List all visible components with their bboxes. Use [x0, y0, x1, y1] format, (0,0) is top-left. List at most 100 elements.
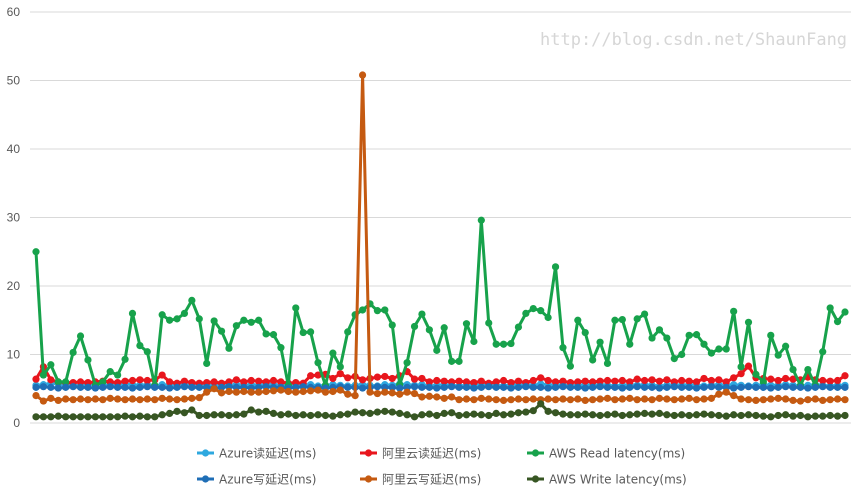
data-point: [544, 313, 552, 322]
data-point: [440, 377, 448, 385]
data-point: [180, 383, 189, 391]
data-point: [611, 383, 619, 391]
data-point: [69, 383, 77, 391]
data-point: [678, 376, 686, 385]
data-point: [730, 411, 738, 419]
data-point: [76, 378, 85, 386]
data-point: [307, 328, 315, 336]
data-point: [722, 412, 730, 420]
data-point: [507, 378, 515, 387]
data-point: [217, 411, 226, 419]
data-point: [685, 411, 693, 420]
data-point: [240, 378, 248, 386]
data-point: [292, 388, 300, 396]
data-point: [737, 370, 745, 378]
data-point: [106, 394, 114, 402]
data-point: [752, 396, 760, 404]
data-point: [247, 406, 255, 414]
data-point: [692, 411, 701, 419]
data-point: [344, 410, 352, 418]
data-point: [841, 411, 849, 420]
data-point: [618, 395, 626, 403]
data-point: [789, 365, 797, 374]
data-point: [722, 388, 730, 396]
data-point: [551, 383, 560, 391]
data-point: [685, 383, 693, 391]
data-point: [151, 383, 159, 391]
data-point: [329, 412, 337, 420]
data-point: [433, 384, 441, 392]
data-point: [448, 383, 456, 391]
data-point: [47, 361, 55, 369]
data-point: [477, 411, 485, 419]
data-point: [329, 349, 337, 357]
data-point: [470, 378, 478, 387]
data-point: [641, 395, 649, 403]
data-point: [173, 396, 181, 404]
data-point: [255, 316, 263, 324]
data-point: [648, 334, 656, 342]
data-point: [707, 383, 716, 391]
data-point: [514, 377, 523, 385]
data-point: [670, 355, 678, 363]
data-point: [485, 395, 493, 403]
data-point: [240, 316, 248, 324]
data-point: [730, 384, 738, 392]
data-point: [410, 375, 419, 383]
data-point: [344, 374, 352, 382]
data-point: [678, 383, 686, 391]
data-point: [262, 407, 270, 415]
data-point: [514, 383, 523, 391]
data-point: [685, 331, 693, 339]
data-point: [336, 370, 344, 378]
data-point: [314, 386, 322, 394]
data-point: [440, 394, 448, 402]
data-point: [388, 321, 396, 329]
data-point: [700, 395, 708, 403]
data-point: [292, 304, 300, 312]
data-point: [277, 344, 285, 352]
data-point: [69, 413, 77, 421]
data-point: [655, 384, 664, 392]
data-point: [670, 383, 678, 391]
data-point: [203, 359, 211, 368]
data-point: [522, 309, 530, 317]
data-point: [737, 383, 745, 391]
data-point: [106, 368, 114, 376]
data-point: [358, 306, 367, 314]
data-point: [217, 383, 226, 391]
data-point: [789, 396, 797, 404]
data-point: [381, 306, 389, 314]
data-point: [158, 311, 166, 319]
data-point: [99, 413, 107, 421]
data-point: [128, 395, 137, 403]
data-point: [121, 377, 129, 385]
data-point: [596, 395, 604, 403]
data-point: [136, 383, 144, 391]
data-point: [410, 389, 419, 398]
data-point: [336, 411, 344, 419]
data-point: [581, 410, 589, 418]
data-point: [633, 375, 641, 383]
data-point: [700, 374, 708, 383]
data-point: [492, 396, 500, 404]
data-point: [410, 413, 419, 421]
data-point: [566, 362, 574, 370]
y-tick-label: 20: [7, 279, 21, 293]
data-point: [99, 396, 107, 404]
data-point: [299, 411, 307, 419]
data-point: [32, 392, 40, 400]
data-point: [462, 378, 471, 386]
data-point: [522, 383, 530, 391]
data-point: [648, 396, 656, 404]
data-point: [551, 409, 560, 417]
data-point: [499, 383, 508, 391]
data-point: [62, 378, 70, 386]
data-point: [203, 388, 211, 396]
data-point: [514, 395, 523, 403]
data-point: [774, 394, 782, 402]
data-point: [715, 390, 723, 398]
data-point: [759, 378, 767, 386]
data-point: [774, 383, 782, 391]
